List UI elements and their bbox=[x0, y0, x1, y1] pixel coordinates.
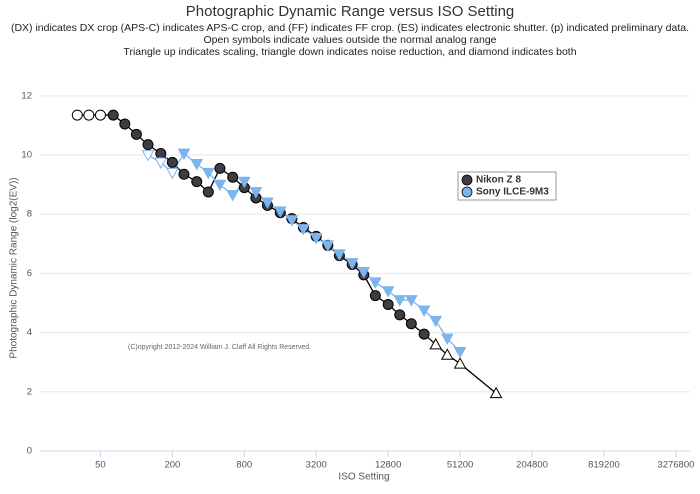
x-tick-label: 800 bbox=[236, 460, 252, 471]
data-point bbox=[273, 206, 287, 218]
x-axis-title: ISO Setting bbox=[338, 472, 389, 483]
data-point bbox=[119, 118, 131, 130]
y-tick-label: 0 bbox=[27, 446, 32, 457]
data-point bbox=[369, 290, 381, 302]
data-point bbox=[394, 309, 406, 321]
data-point bbox=[453, 357, 467, 369]
y-tick-label: 12 bbox=[21, 90, 32, 101]
y-tick-label: 8 bbox=[27, 209, 32, 220]
data-point bbox=[130, 128, 142, 140]
data-point bbox=[154, 157, 168, 169]
data-point bbox=[166, 156, 178, 168]
x-tick-label: 3200 bbox=[306, 460, 327, 471]
x-tick-label: 204800 bbox=[516, 460, 548, 471]
subtitle: (DX) indicates DX crop (APS-C) indicates… bbox=[11, 22, 689, 34]
data-point bbox=[333, 249, 346, 261]
data-point bbox=[321, 240, 335, 252]
data-point bbox=[297, 224, 310, 236]
data-point bbox=[191, 176, 203, 188]
data-point bbox=[227, 171, 239, 183]
data-point bbox=[141, 150, 155, 162]
data-point bbox=[178, 168, 190, 180]
data-point bbox=[429, 315, 443, 328]
data-point bbox=[155, 148, 167, 160]
y-tick-label: 4 bbox=[27, 327, 32, 338]
subtitle: Open symbols indicate values outside the… bbox=[203, 34, 496, 46]
data-point bbox=[309, 233, 323, 245]
data-point bbox=[71, 109, 83, 121]
data-point bbox=[440, 348, 454, 360]
data-point bbox=[489, 386, 503, 399]
data-point bbox=[417, 305, 431, 317]
chart-title: Photographic Dynamic Range versus ISO Se… bbox=[186, 3, 515, 20]
x-tick-label: 3276800 bbox=[657, 460, 694, 471]
data-point bbox=[201, 167, 215, 180]
data-point bbox=[285, 215, 299, 227]
data-point bbox=[249, 187, 263, 199]
data-point bbox=[202, 186, 214, 198]
legend-label: Nikon Z 8 bbox=[476, 175, 521, 186]
x-tick-label: 12800 bbox=[375, 460, 401, 471]
data-point bbox=[381, 286, 395, 298]
legend-label: Sony ILCE-9M3 bbox=[476, 187, 549, 198]
data-point bbox=[405, 318, 417, 330]
y-axis-title: Photographic Dynamic Range (log2(EV)) bbox=[9, 177, 20, 358]
series-line bbox=[77, 114, 497, 394]
y-tick-label: 2 bbox=[27, 386, 32, 397]
data-point bbox=[404, 295, 418, 307]
data-point bbox=[418, 328, 430, 340]
data-point bbox=[190, 159, 204, 171]
data-point bbox=[261, 197, 274, 209]
data-point bbox=[357, 267, 371, 279]
data-point bbox=[440, 333, 454, 346]
legend-box bbox=[457, 171, 557, 201]
data-point bbox=[213, 179, 227, 192]
data-point bbox=[166, 167, 179, 180]
data-point bbox=[237, 176, 251, 189]
y-tick-label: 10 bbox=[21, 150, 32, 161]
copyright-note: (C)opyright 2012-2024 William J. Claff A… bbox=[128, 344, 311, 351]
data-point bbox=[83, 109, 95, 121]
x-tick-label: 51200 bbox=[447, 460, 473, 471]
data-point bbox=[345, 258, 359, 270]
data-point bbox=[453, 346, 467, 359]
data-point bbox=[369, 277, 382, 289]
data-point bbox=[214, 162, 226, 174]
data-point bbox=[177, 148, 191, 161]
data-point bbox=[226, 190, 240, 202]
legend-swatch bbox=[461, 174, 473, 186]
y-tick-label: 6 bbox=[27, 268, 32, 279]
x-tick-label: 50 bbox=[95, 460, 106, 471]
data-point bbox=[94, 109, 106, 121]
subtitle: Triangle up indicates scaling, triangle … bbox=[123, 46, 576, 58]
legend-swatch bbox=[461, 186, 473, 198]
data-point bbox=[393, 295, 407, 307]
data-point bbox=[382, 298, 394, 310]
data-point bbox=[107, 109, 119, 121]
x-tick-label: 819200 bbox=[588, 460, 620, 471]
data-point bbox=[142, 139, 154, 151]
data-point bbox=[429, 337, 443, 350]
x-tick-label: 200 bbox=[164, 460, 180, 471]
